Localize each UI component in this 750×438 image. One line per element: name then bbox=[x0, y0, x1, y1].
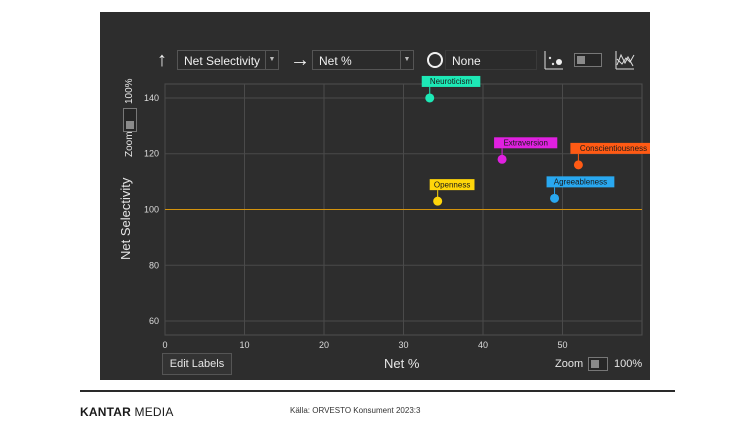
point-label: Extraversion bbox=[503, 139, 547, 148]
x-tick-label: 50 bbox=[557, 340, 567, 350]
y-tick-label: 140 bbox=[144, 93, 159, 103]
point-label-box bbox=[421, 75, 481, 87]
x-zoom-value: 100% bbox=[614, 358, 643, 370]
point-label-box bbox=[546, 176, 615, 188]
scatter-plot: 0 10 20 30 40 50 60 80 100 120 140 Neuroticism Extra… bbox=[144, 75, 650, 350]
x-zoom-label: Zoom bbox=[555, 358, 584, 370]
x-tick-label: 10 bbox=[239, 340, 249, 350]
size-select[interactable]: None bbox=[445, 50, 537, 70]
brand-logo: KANTAR MEDIA bbox=[80, 405, 174, 419]
x-axis-select[interactable]: Net % ▼ bbox=[312, 50, 414, 70]
scatter-mode-icon[interactable] bbox=[543, 49, 565, 71]
chart-panel: ↑ Net Selectivity ▼ → Net % ▼ None Net S… bbox=[100, 12, 650, 380]
view-toggle[interactable] bbox=[574, 53, 602, 67]
edit-labels-button[interactable]: Edit Labels bbox=[162, 353, 232, 375]
chevron-down-icon[interactable]: ▼ bbox=[265, 51, 278, 69]
x-axis-title: Net % bbox=[384, 356, 420, 371]
arrow-right-icon: → bbox=[290, 49, 310, 71]
point-label-box bbox=[494, 137, 558, 149]
y-axis-select[interactable]: Net Selectivity ▼ bbox=[177, 50, 279, 70]
size-select-value: None bbox=[452, 54, 481, 68]
arrow-up-icon: ↑ bbox=[157, 49, 167, 71]
footer-divider bbox=[80, 390, 675, 392]
x-tick-label: 0 bbox=[162, 340, 167, 350]
y-tick-label: 60 bbox=[149, 316, 159, 326]
data-point bbox=[497, 154, 507, 164]
y-tick-label: 100 bbox=[144, 205, 159, 215]
x-axis-select-value: Net % bbox=[319, 54, 352, 68]
x-tick-label: 30 bbox=[398, 340, 408, 350]
point-label: Agreeableness bbox=[554, 178, 607, 187]
data-point bbox=[425, 93, 435, 103]
data-point bbox=[433, 196, 443, 206]
source-note: Källa: ORVESTO Konsument 2023:3 bbox=[290, 406, 421, 415]
data-point bbox=[550, 193, 560, 203]
point-label: Neuroticism bbox=[430, 77, 473, 86]
circle-size-icon bbox=[427, 52, 443, 68]
point-label: Conscientiousness bbox=[580, 144, 647, 153]
y-tick-label: 80 bbox=[149, 260, 159, 270]
y-axis-select-value: Net Selectivity bbox=[184, 54, 261, 68]
x-tick-label: 40 bbox=[478, 340, 488, 350]
line-chart-mode-icon[interactable] bbox=[614, 49, 636, 71]
point-label-box bbox=[429, 179, 475, 191]
data-point bbox=[573, 160, 583, 170]
point-label-box bbox=[570, 142, 650, 154]
point-label: Openness bbox=[434, 180, 470, 189]
chevron-down-icon[interactable]: ▼ bbox=[400, 51, 413, 69]
x-tick-label: 20 bbox=[319, 340, 329, 350]
y-tick-label: 120 bbox=[144, 149, 159, 159]
y-zoom-toggle[interactable] bbox=[123, 108, 137, 132]
x-zoom-toggle[interactable] bbox=[588, 357, 608, 371]
